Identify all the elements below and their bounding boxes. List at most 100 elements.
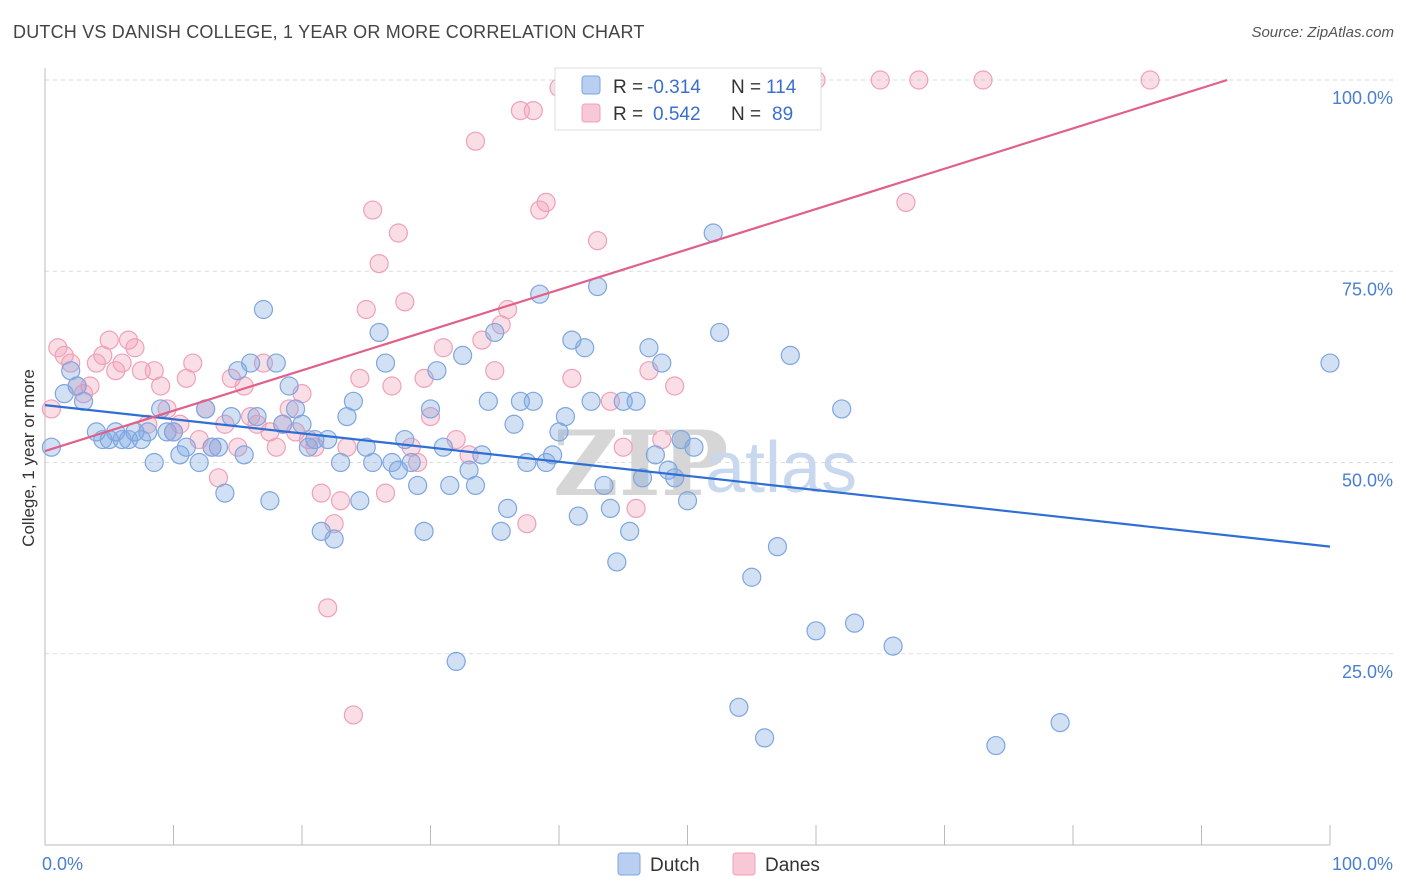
- point-dutch: [504, 414, 524, 434]
- point-danes: [613, 437, 633, 457]
- point-danes: [909, 70, 929, 90]
- point-dutch: [478, 391, 498, 411]
- point-danes: [356, 299, 376, 320]
- point-dutch: [420, 399, 441, 419]
- point-danes: [228, 437, 248, 457]
- point-dutch: [620, 521, 640, 541]
- point-dutch: [144, 452, 164, 473]
- source-credit: Source: ZipAtlas.com: [1251, 24, 1394, 41]
- point-dutch: [665, 468, 685, 488]
- y-tick-labels: 25.0% 50.0% 75.0% 100.0%: [1332, 88, 1393, 682]
- point-dutch: [523, 391, 543, 411]
- point-danes: [106, 361, 126, 381]
- trend-line-dutch: [44, 404, 1331, 548]
- point-danes: [382, 376, 402, 396]
- point-dutch: [189, 452, 209, 473]
- point-danes: [626, 498, 646, 518]
- point-dutch: [536, 452, 556, 473]
- point-dutch: [780, 345, 800, 365]
- legend-r-label-dutch: R =: [613, 77, 643, 98]
- trend-lines: [44, 78, 1331, 548]
- legend-n-value-danes: 89: [772, 104, 793, 125]
- point-dutch: [234, 445, 254, 465]
- point-danes: [118, 330, 139, 350]
- point-dutch: [465, 475, 486, 496]
- point-danes: [536, 192, 556, 212]
- point-dutch: [324, 529, 344, 549]
- point-dutch: [491, 521, 511, 541]
- point-dutch: [292, 414, 312, 434]
- trend-line-danes: [44, 78, 1228, 453]
- point-dutch: [517, 452, 537, 473]
- point-dutch: [639, 338, 659, 358]
- point-danes: [896, 192, 916, 212]
- point-danes: [125, 338, 145, 358]
- point-danes: [343, 705, 363, 725]
- point-dutch: [626, 391, 646, 411]
- point-danes: [99, 330, 119, 350]
- point-dutch: [575, 338, 595, 358]
- point-dutch: [729, 697, 749, 717]
- point-dutch: [485, 322, 505, 343]
- point-danes: [485, 361, 505, 381]
- point-dutch: [350, 491, 370, 511]
- bottom-legend-label-danes: Danes: [765, 855, 820, 876]
- point-dutch: [446, 651, 466, 672]
- point-danes: [562, 368, 582, 388]
- point-dutch: [138, 422, 158, 442]
- point-dutch: [652, 353, 672, 373]
- point-danes: [183, 353, 203, 373]
- point-dutch: [273, 414, 293, 434]
- point-danes: [530, 200, 550, 220]
- legend-swatch-dutch: [581, 75, 601, 95]
- point-danes: [86, 353, 107, 373]
- point-dutch: [170, 445, 190, 465]
- point-dutch: [208, 437, 229, 457]
- point-danes: [517, 514, 537, 534]
- point-danes: [61, 353, 81, 373]
- point-dutch: [555, 407, 576, 427]
- point-dutch: [568, 506, 588, 526]
- point-danes: [973, 70, 993, 90]
- point-dutch: [498, 498, 518, 518]
- point-danes: [112, 353, 132, 373]
- point-dutch: [645, 445, 665, 465]
- point-dutch: [542, 445, 563, 465]
- point-dutch: [408, 475, 428, 496]
- y-tick-label: 50.0%: [1342, 471, 1393, 491]
- point-danes: [395, 292, 415, 312]
- point-dutch: [176, 437, 196, 457]
- point-dutch: [318, 429, 338, 450]
- point-dutch: [754, 728, 775, 748]
- point-danes: [388, 223, 408, 243]
- point-dutch: [260, 491, 280, 511]
- point-dutch: [369, 322, 389, 343]
- point-dutch: [581, 391, 601, 411]
- bottom-legend-swatch-danes: [732, 852, 756, 876]
- point-danes: [151, 376, 171, 396]
- point-dutch: [883, 636, 903, 656]
- point-dutch: [247, 407, 267, 427]
- point-dutch: [221, 407, 241, 427]
- axes: [44, 68, 1331, 846]
- point-dutch: [330, 452, 351, 473]
- point-danes: [420, 407, 441, 427]
- point-danes: [369, 254, 389, 274]
- point-dutch: [253, 299, 274, 320]
- y-axis-label: College, 1 year or more: [19, 369, 38, 547]
- point-dutch: [632, 468, 653, 488]
- bottom-legend: Dutch Danes: [617, 852, 820, 876]
- point-danes: [330, 491, 351, 511]
- point-dutch: [844, 613, 865, 633]
- x-tick-label: 100.0%: [1332, 854, 1393, 874]
- point-dutch: [742, 567, 762, 587]
- point-dutch: [163, 422, 184, 442]
- point-danes: [408, 452, 428, 473]
- point-danes: [311, 483, 331, 503]
- point-dutch: [241, 353, 261, 373]
- point-dutch: [677, 491, 698, 511]
- point-danes: [48, 338, 68, 358]
- point-dutch: [453, 345, 473, 365]
- point-dutch: [806, 621, 826, 641]
